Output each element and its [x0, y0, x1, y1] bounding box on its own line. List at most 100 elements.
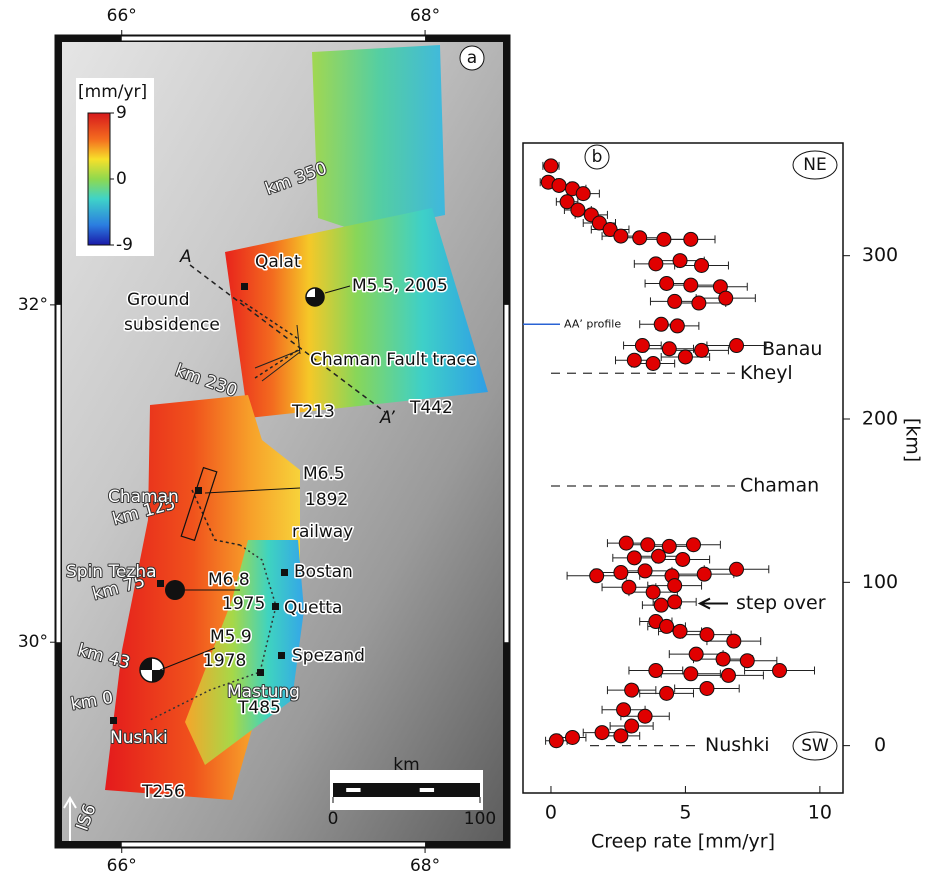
label: Chaman — [108, 487, 179, 507]
point — [614, 229, 628, 243]
frame-segment — [122, 843, 425, 847]
label: M6.8 — [208, 570, 250, 590]
point — [617, 703, 631, 717]
point — [721, 668, 735, 682]
point — [673, 254, 687, 268]
point — [654, 598, 668, 612]
swath — [312, 45, 445, 232]
y-tick-label: 32° — [18, 295, 48, 315]
point — [700, 628, 714, 642]
point — [625, 683, 639, 697]
point — [678, 350, 692, 364]
point — [662, 342, 676, 356]
point — [686, 538, 700, 552]
point — [565, 730, 579, 744]
label: railway — [292, 522, 353, 542]
point — [668, 294, 682, 308]
scale-bar-segment — [346, 788, 360, 792]
point — [552, 178, 566, 192]
point — [595, 726, 609, 740]
point — [727, 634, 741, 648]
point — [619, 536, 633, 550]
x-tick-label: 68° — [410, 856, 440, 876]
panel-label: b — [592, 147, 603, 167]
point — [549, 734, 563, 748]
label: A’ — [379, 408, 395, 428]
label: Qalat — [255, 252, 301, 272]
point — [668, 579, 682, 593]
plot-area — [523, 143, 843, 793]
x-tick-label: 10 — [808, 802, 832, 824]
point — [692, 296, 706, 310]
point — [660, 686, 674, 700]
point — [668, 595, 682, 609]
label: Spezand — [292, 646, 365, 666]
point — [627, 551, 641, 565]
point — [660, 619, 674, 633]
colorbar-tick-label: 9 — [116, 103, 127, 123]
point — [670, 319, 684, 333]
label: subsidence — [124, 315, 220, 335]
label: Ground — [127, 290, 190, 310]
label: M5.9 — [210, 627, 252, 647]
point — [625, 719, 639, 733]
scale-bar-segment — [383, 788, 397, 792]
scale-bar-segment — [456, 788, 470, 792]
colorbar-tick-label: 0 — [116, 169, 127, 189]
point — [719, 291, 733, 305]
point — [684, 667, 698, 681]
scale-bar-tick-label: 0 — [328, 809, 339, 829]
x-tick-label: 66° — [107, 856, 137, 876]
label: M5.5, 2005 — [352, 276, 448, 296]
y-tick-label: 200 — [862, 408, 898, 430]
y-tick-label: 100 — [862, 571, 898, 593]
x-axis-title: Creep rate [mm/yr] — [591, 831, 775, 853]
label: T442 — [409, 398, 453, 418]
point — [649, 664, 663, 678]
colorbar — [88, 113, 110, 245]
point — [673, 624, 687, 638]
point — [716, 652, 730, 666]
x-tick-label: 68° — [410, 6, 440, 26]
point — [695, 258, 709, 272]
point — [740, 654, 754, 668]
scale-bar-segment — [420, 788, 434, 792]
point — [654, 317, 668, 331]
reference-label: Chaman — [740, 474, 819, 496]
point — [638, 564, 652, 578]
reference-label: Nushki — [705, 734, 769, 756]
point — [638, 709, 652, 723]
event — [165, 580, 185, 600]
x-tick-label: 5 — [679, 802, 691, 824]
label: M6.5 — [303, 464, 345, 484]
point — [695, 343, 709, 357]
y-tick-label: 300 — [862, 244, 898, 266]
point — [622, 580, 636, 594]
point — [657, 232, 671, 246]
point — [614, 729, 628, 743]
end-label: SW — [801, 736, 829, 756]
point — [649, 257, 663, 271]
point — [773, 664, 787, 678]
point — [652, 549, 666, 563]
reference-label: Banau — [762, 338, 822, 360]
reference-label: Kheyl — [740, 362, 793, 384]
y-axis-title: [km] — [902, 418, 924, 462]
point — [684, 232, 698, 246]
profile-label: AA’ profile — [564, 317, 621, 330]
point — [544, 159, 558, 173]
panel-label: a — [467, 48, 477, 68]
point — [571, 203, 585, 217]
point — [590, 569, 604, 583]
point — [646, 356, 660, 370]
point — [576, 187, 590, 201]
point — [730, 562, 744, 576]
point — [676, 552, 690, 566]
point — [641, 538, 655, 552]
point — [662, 539, 676, 553]
frame-segment — [122, 37, 425, 41]
y-tick-label: 30° — [18, 632, 48, 652]
point — [697, 567, 711, 581]
point — [700, 681, 714, 695]
frame-segment — [505, 305, 509, 642]
